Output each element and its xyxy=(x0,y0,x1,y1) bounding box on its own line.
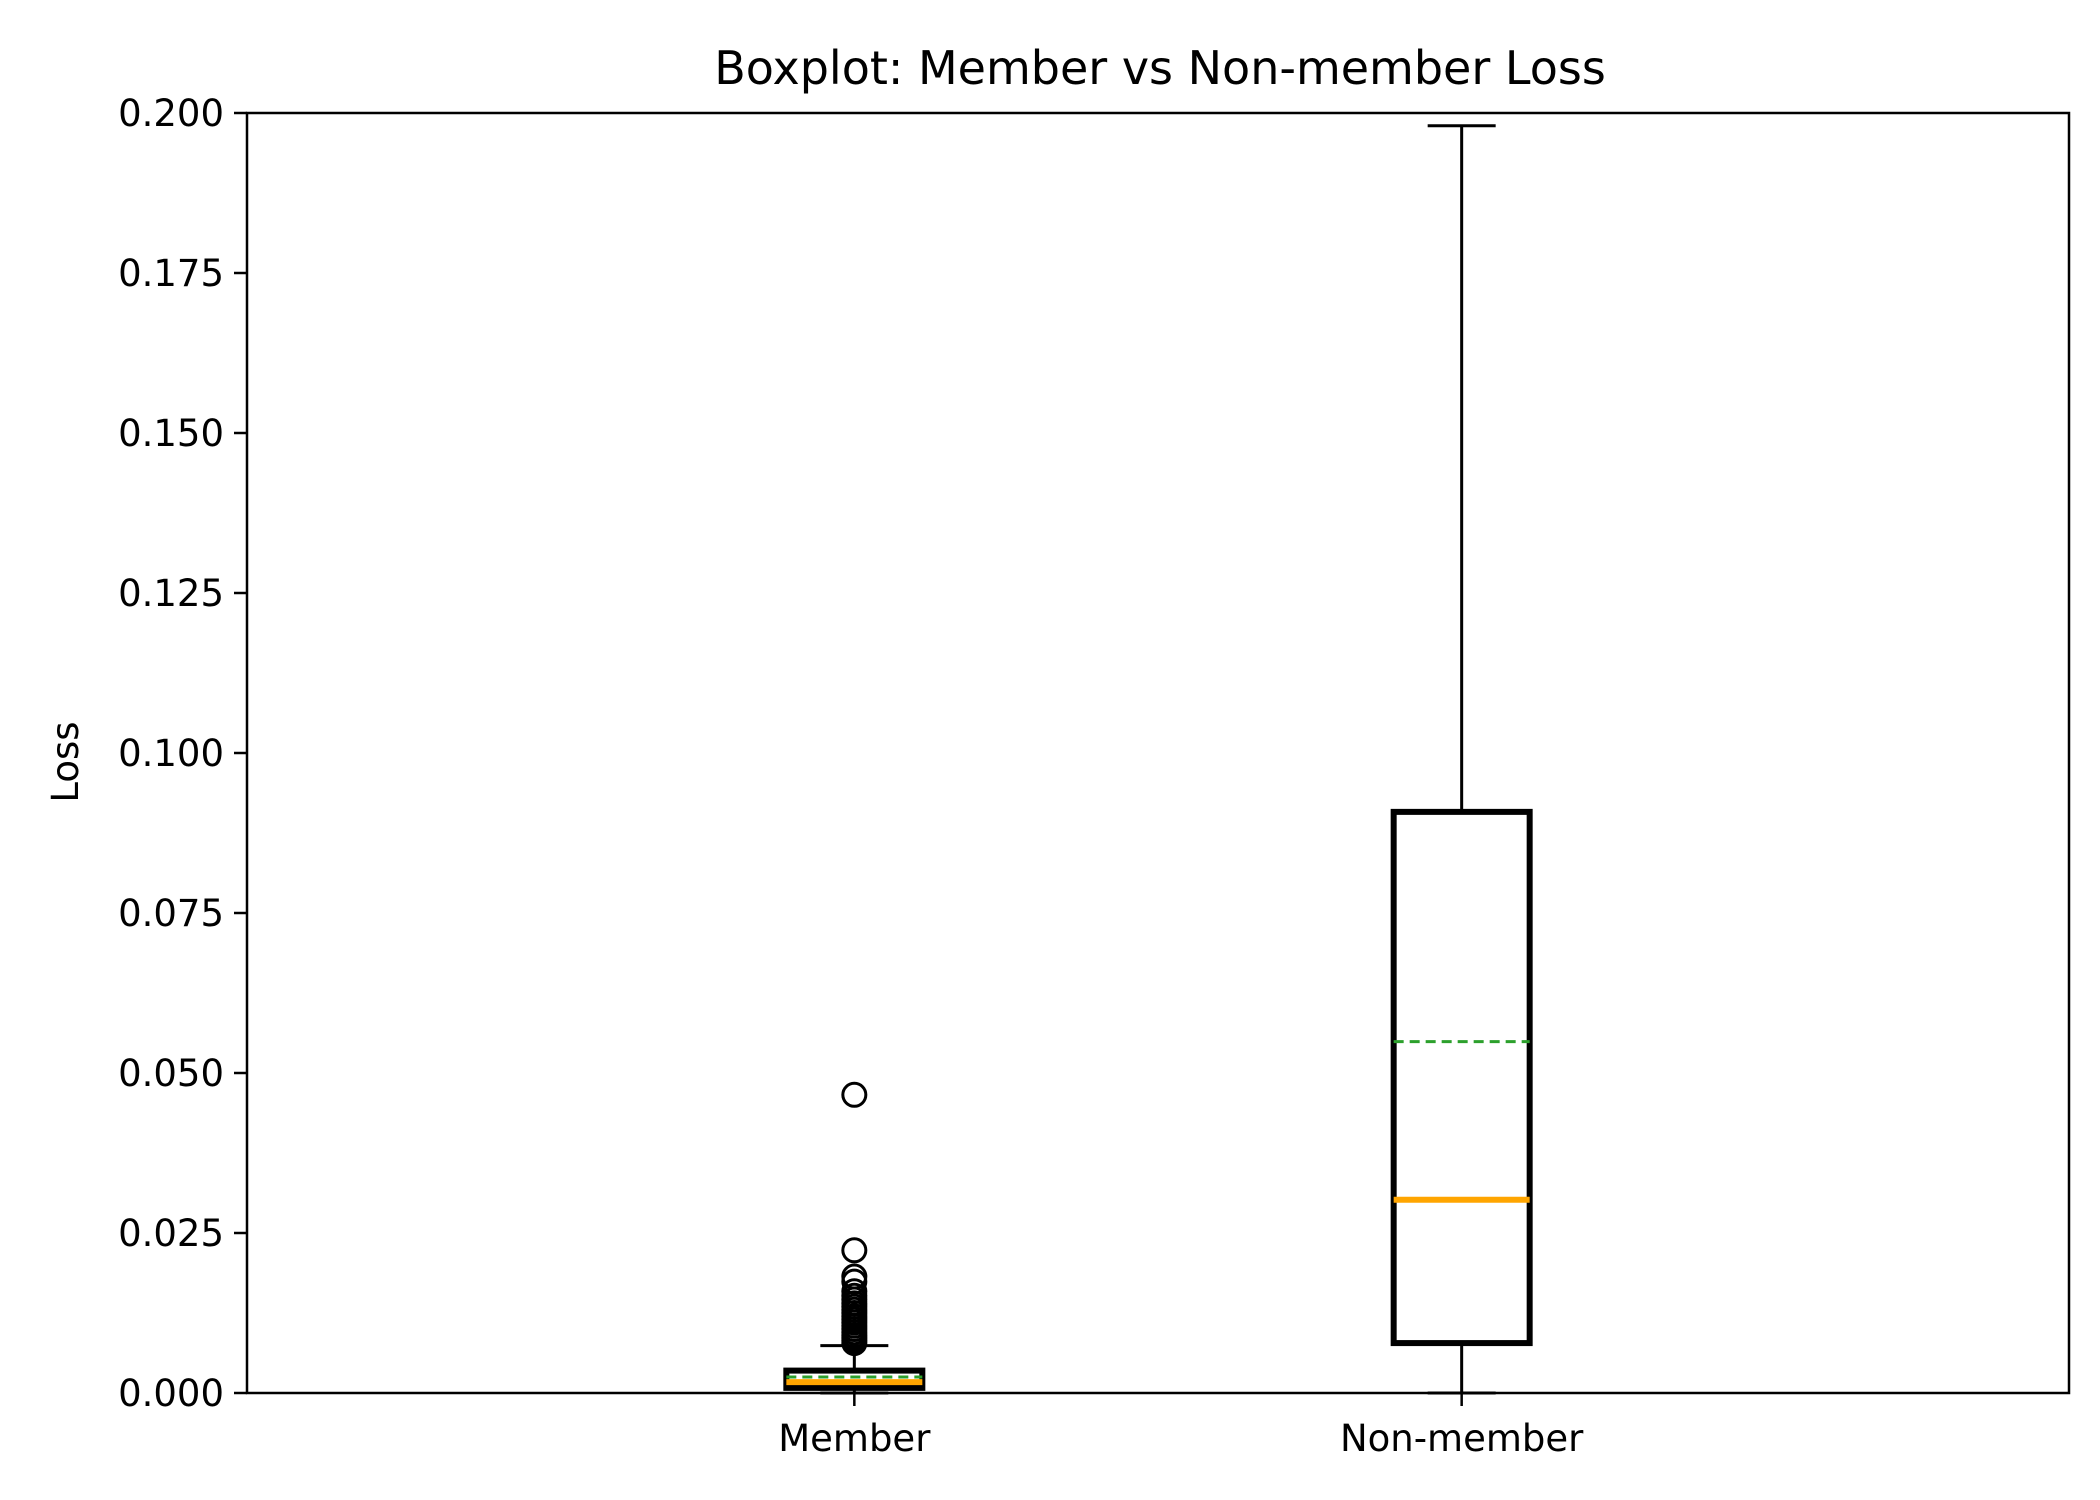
y-tick-label: 0.025 xyxy=(118,1212,224,1255)
plot-frame xyxy=(245,111,2071,1395)
box-group xyxy=(1390,124,1533,1395)
y-tick-label: 0.075 xyxy=(118,892,224,935)
x-tick-label: Non-member xyxy=(1340,1417,1584,1460)
y-axis-ticks: 0.000 0.025 0.050 0.075 0.100 0.125 0.150 0.175… xyxy=(118,92,247,1415)
box-group xyxy=(783,1081,926,1395)
y-tick-label: 0.000 xyxy=(118,1372,224,1415)
outlier-point xyxy=(841,1081,868,1108)
outlier-point xyxy=(841,1237,868,1264)
boxes xyxy=(783,124,1533,1395)
y-tick-label: 0.125 xyxy=(118,572,224,615)
outlier-point xyxy=(841,1330,868,1357)
iqr-box xyxy=(1390,808,1533,1347)
y-tick-label: 0.175 xyxy=(118,252,224,295)
y-tick-label: 0.200 xyxy=(118,92,224,135)
x-axis-ticks: Member Non-member xyxy=(778,1393,1584,1460)
y-tick-label: 0.050 xyxy=(118,1052,224,1095)
y-tick-label: 0.100 xyxy=(118,732,224,775)
chart-title: Boxplot: Member vs Non-member Loss xyxy=(714,41,1606,95)
x-tick-label: Member xyxy=(778,1417,931,1460)
y-tick-label: 0.150 xyxy=(118,412,224,455)
y-axis-label: Loss xyxy=(44,721,87,802)
